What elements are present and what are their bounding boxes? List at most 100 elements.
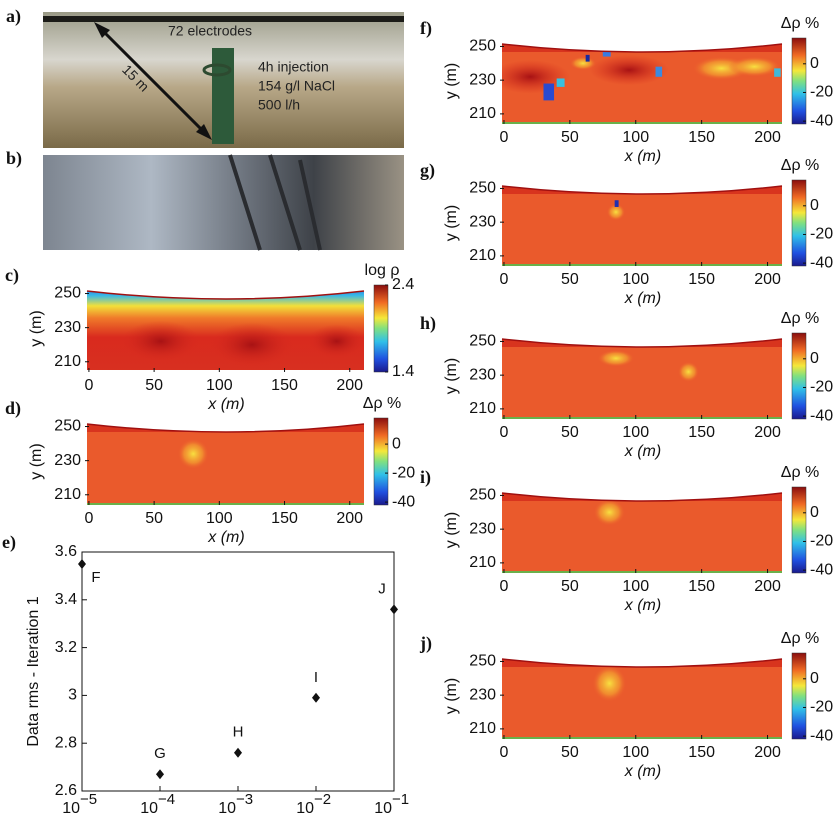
annotation: 72 electrodes — [168, 23, 252, 39]
y-axis-label: y (m) — [443, 63, 460, 99]
panel: f) 0 50 100 150 200 210 230 250 x (m) y (m) 0 -20 -40… — [420, 15, 833, 165]
x-tick-label: 10 — [140, 800, 158, 817]
panel: e)10−510−410−310−210−12.62.833.23.43.6FG… — [2, 532, 409, 817]
panel-label: b) — [6, 148, 22, 169]
x-tick-label: 200 — [754, 424, 781, 441]
colorbar-tick-label: -20 — [810, 84, 833, 101]
x-tick-label: 0 — [500, 424, 509, 441]
colorbar-tick-label: 0 — [392, 435, 401, 452]
tomogram-image — [87, 424, 364, 503]
colorbar-tick-label: -40 — [810, 727, 833, 744]
y-tick-label: 250 — [469, 653, 496, 670]
tomogram-image — [502, 186, 782, 264]
x-tick-label: 0 — [500, 744, 509, 761]
x-tick-label: 150 — [688, 129, 715, 146]
x-tick-label: 100 — [206, 510, 233, 527]
annotation: 4h injection — [258, 59, 329, 75]
colorbar-label: Δρ % — [781, 157, 819, 174]
panel-label: i) — [420, 467, 431, 488]
image-blob — [308, 324, 364, 359]
x-axis-label: x (m) — [624, 597, 661, 614]
image-blob — [589, 54, 669, 86]
image-blob — [593, 498, 626, 526]
colorbar-label: Δρ % — [781, 310, 819, 327]
point — [390, 604, 398, 615]
x-tick-exponent: −2 — [314, 791, 331, 808]
panel-label: g) — [420, 160, 435, 181]
colorbar-tick-label: 0 — [810, 350, 819, 367]
image-spot — [585, 54, 590, 62]
y-tick-label: 3.4 — [55, 591, 77, 608]
surface-edge — [86, 423, 365, 433]
y-axis-label: Data rms - Iteration 1 — [25, 596, 42, 746]
y-tick-label: 230 — [469, 213, 496, 230]
tomogram-image — [502, 44, 782, 122]
point — [156, 769, 164, 780]
image-blob — [728, 56, 781, 77]
y-tick-label: 210 — [54, 486, 81, 503]
x-tick-label: 100 — [622, 271, 649, 288]
image-blob — [121, 320, 200, 362]
image-spot — [774, 68, 781, 77]
image-base — [502, 659, 782, 737]
x-tick-label: 0 — [500, 129, 509, 146]
x-tick-label: 0 — [84, 510, 93, 527]
y-tick-label: 230 — [469, 520, 496, 537]
point-label: I — [314, 669, 318, 686]
image-top — [502, 493, 782, 501]
colorbar-label: log ρ — [365, 262, 400, 279]
y-tick-label: 250 — [469, 180, 496, 197]
colorbar-tick-label: -20 — [810, 226, 833, 243]
image-spot — [655, 66, 663, 77]
x-axis-label: x (m) — [624, 290, 661, 307]
point-label: J — [378, 580, 386, 597]
x-tick-label: 10 — [296, 800, 314, 817]
y-tick-label: 210 — [54, 353, 81, 370]
colorbar-tick-label: 0 — [810, 197, 819, 214]
surface-edge — [501, 492, 783, 502]
y-tick-label: 210 — [469, 720, 496, 737]
y-tick-label: 250 — [54, 418, 81, 435]
point — [234, 747, 242, 758]
surface-edge — [501, 338, 783, 348]
x-tick-exponent: −4 — [158, 791, 175, 808]
point-label: G — [154, 745, 166, 762]
x-axis-label: x (m) — [624, 443, 661, 460]
colorbar-tick-label: -20 — [810, 699, 833, 716]
x-tick-label: 10 — [62, 800, 80, 817]
x-tick-label: 0 — [500, 578, 509, 595]
colorbar-tick-label: 2.4 — [392, 276, 414, 293]
colorbar — [791, 332, 807, 420]
panel-label: e) — [2, 532, 16, 553]
surface-edge — [501, 185, 783, 195]
x-tick-label: 200 — [336, 377, 363, 394]
x-tick-label: 0 — [84, 377, 93, 394]
y-axis-label: y (m) — [443, 512, 460, 548]
y-tick-label: 250 — [469, 333, 496, 350]
y-tick-label: 3 — [68, 687, 77, 704]
panel: i) 0 50 100 150 200 210 230 250 x (m) y (m) 0 -20 -40… — [420, 464, 833, 614]
x-tick-label: 50 — [145, 377, 163, 394]
y-tick-label: 210 — [469, 554, 496, 571]
colorbar-label: Δρ % — [363, 395, 401, 412]
image-base — [502, 493, 782, 571]
x-tick-label: 50 — [561, 129, 579, 146]
y-tick-label: 250 — [469, 38, 496, 55]
colorbar-label: Δρ % — [781, 630, 819, 647]
y-axis-label: y (m) — [443, 205, 460, 241]
x-tick-label: 50 — [561, 424, 579, 441]
y-tick-label: 230 — [54, 319, 81, 336]
point — [78, 558, 86, 569]
x-tick-label: 50 — [145, 510, 163, 527]
colorbar-tick-label: 0 — [810, 504, 819, 521]
x-axis-label: x (m) — [207, 529, 244, 546]
y-tick-label: 230 — [54, 452, 81, 469]
image-top — [87, 424, 364, 432]
surface-edge — [501, 658, 783, 668]
panel: g) 0 50 100 150 200 210 230 250 x (m) y (m) 0 -20 -40… — [420, 157, 833, 307]
photo-b: b) — [6, 148, 404, 251]
image-base — [87, 424, 364, 503]
panel-label: c) — [5, 265, 19, 286]
image-blob — [502, 59, 570, 94]
